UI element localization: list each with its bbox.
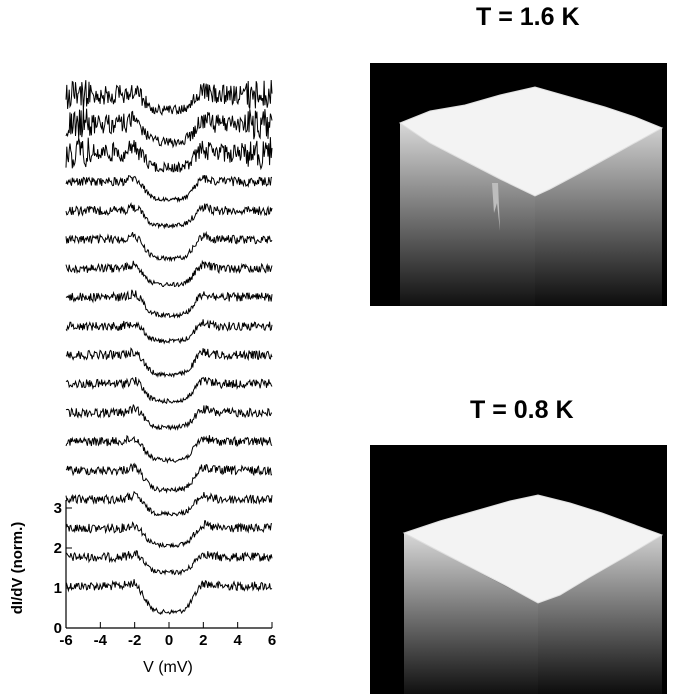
chart-axes bbox=[65, 500, 272, 629]
map-title-bottom: T = 0.8 K bbox=[470, 396, 574, 424]
spectrum-trace bbox=[65, 347, 273, 379]
x-tick-label: 4 bbox=[233, 632, 242, 649]
spectrum-trace bbox=[65, 376, 273, 405]
y-axis-label: dI/dV (norm.) bbox=[9, 522, 26, 615]
map-dip bbox=[492, 183, 500, 231]
spectra-traces bbox=[65, 79, 273, 615]
map-wall-right bbox=[535, 128, 662, 306]
x-tick-group: -6 -4 -2 0 2 4 6 bbox=[59, 622, 276, 649]
spectrum-trace bbox=[65, 108, 273, 149]
x-tick-label: -4 bbox=[94, 632, 108, 649]
spectrum-trace bbox=[65, 230, 273, 263]
spectrum-trace bbox=[65, 289, 273, 319]
map-surface bbox=[398, 86, 664, 197]
spectrum-trace bbox=[65, 520, 273, 549]
spectrum-trace bbox=[65, 319, 273, 345]
spectrum-trace bbox=[65, 403, 273, 431]
spectrum-trace bbox=[65, 462, 273, 494]
y-tick-label: 1 bbox=[54, 580, 62, 597]
spectrum-trace bbox=[65, 202, 273, 230]
x-tick-label: 2 bbox=[199, 632, 207, 649]
x-tick-label: 6 bbox=[268, 632, 276, 649]
map-title-top: T = 1.6 K bbox=[476, 3, 580, 31]
map-wall-right bbox=[538, 535, 662, 694]
x-tick-label: 0 bbox=[165, 632, 173, 649]
spectrum-trace bbox=[65, 490, 273, 517]
y-tick-group: 0 1 2 3 bbox=[54, 500, 72, 637]
map-surface bbox=[402, 494, 664, 604]
y-tick-label: 2 bbox=[54, 540, 62, 557]
spectrum-trace bbox=[65, 550, 273, 577]
spectrum-trace bbox=[65, 579, 273, 615]
x-tick-label: -2 bbox=[128, 632, 141, 649]
x-axis-label: V (mV) bbox=[143, 659, 193, 676]
spectrum-trace bbox=[65, 174, 273, 203]
x-tick-label: -6 bbox=[59, 632, 72, 649]
spectrum-trace bbox=[65, 259, 273, 288]
y-tick-label: 3 bbox=[54, 500, 62, 517]
y-tick-label: 0 bbox=[54, 620, 62, 637]
spectrum-trace bbox=[65, 79, 273, 117]
spectra-chart: -6 -4 -2 0 2 4 6 0 1 2 3 V (mV) dI/dV (norm.) bbox=[9, 79, 276, 676]
surface-map-top bbox=[370, 63, 667, 306]
map-wall-left bbox=[400, 123, 535, 306]
spectrum-trace bbox=[65, 434, 273, 464]
surface-map-bottom bbox=[370, 445, 667, 694]
spectrum-trace bbox=[65, 137, 273, 173]
map-wall-left bbox=[404, 533, 538, 694]
